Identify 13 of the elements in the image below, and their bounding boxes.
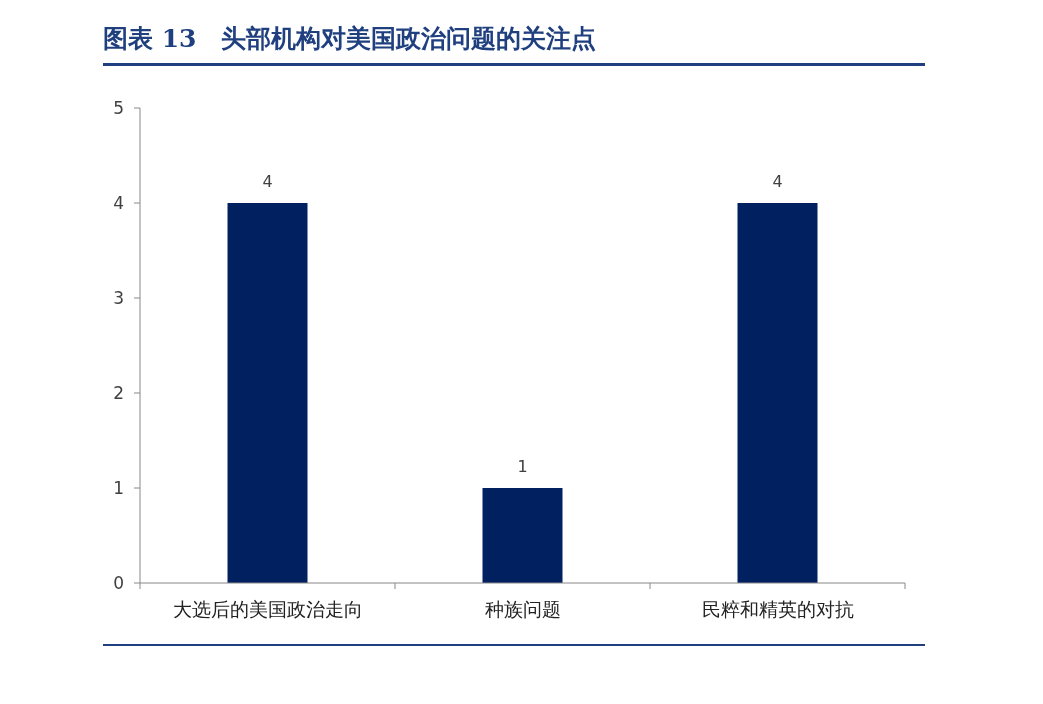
chart-title: 图表 13 头部机构对美国政治问题的关注点 [103,22,925,66]
data-label: 4 [262,172,273,191]
y-tick-label: 3 [113,288,124,308]
x-tick-label: 民粹和精英的对抗 [701,598,854,620]
y-tick-label: 2 [113,383,124,403]
data-label: 4 [772,172,783,191]
y-tick-label: 5 [113,98,124,118]
x-tick-label: 大选后的美国政治走向 [172,598,363,620]
y-tick-label: 0 [113,573,124,593]
y-tick-label: 4 [113,193,124,213]
y-tick-label: 1 [113,478,124,498]
data-label: 1 [517,457,528,476]
x-tick-label: 种族问题 [484,598,561,620]
